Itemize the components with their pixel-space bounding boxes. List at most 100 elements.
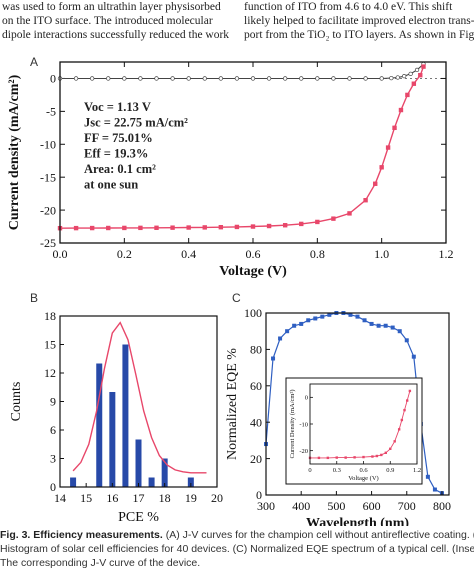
y-axis-title: Current Density (mA/cm²) <box>289 389 296 458</box>
inset-jv-point <box>371 455 374 458</box>
x-tick-label: 0.0 <box>53 247 68 261</box>
y-axis-title: Counts <box>9 382 24 422</box>
dark-jv-point <box>73 76 79 81</box>
inset-plot-frame <box>309 383 418 465</box>
inset-jv-point <box>393 440 396 443</box>
panel-label-b: B <box>30 291 38 305</box>
eqe-point <box>362 318 367 323</box>
text-line: likely helped to facilitate improved ele… <box>244 15 474 27</box>
light-jv-point <box>266 223 272 229</box>
annotation-text: Jsc = 22.75 mA/cm² <box>84 116 188 130</box>
inset-jv-point <box>326 456 330 460</box>
eqe-point <box>383 323 388 328</box>
inset-jv-point <box>384 451 387 454</box>
y-axis-title: Current density (mA/cm²) <box>7 74 22 230</box>
x-tick-label: 0.6 <box>246 247 261 261</box>
eqe-point <box>355 314 360 319</box>
y-tick-label: 60 <box>250 379 262 393</box>
eqe-point <box>348 312 353 317</box>
panel-c-eqe-plot: C 300 400 500 600 700 800 0 20 40 60 80 100 Wavelengt… <box>225 291 451 526</box>
eqe-point <box>306 318 311 323</box>
eqe-point <box>271 356 276 361</box>
dark-jv-point <box>395 75 400 80</box>
eqe-point <box>320 314 325 319</box>
eqe-point <box>278 336 283 341</box>
text-line: on the ITO surface. The introduced molec… <box>2 15 213 27</box>
histogram-bar <box>109 392 116 487</box>
x-tick-label: 17 <box>133 491 145 505</box>
inset-jv-point <box>405 399 409 402</box>
x-tick-label: 1.2 <box>413 467 421 474</box>
y-tick-label: -10 <box>299 421 308 428</box>
inset-jv-point <box>344 456 347 459</box>
y-tick-label: 0 <box>305 395 308 402</box>
inset-jv-point <box>400 418 404 422</box>
light-jv-point <box>234 224 240 230</box>
annotation-text: Voc = 1.13 V <box>84 100 151 114</box>
inset-box <box>285 377 423 485</box>
y-tick-label: 0 <box>256 488 262 502</box>
panel-a-jv-plot: A 0.0 0.2 0.4 0.6 0.8 1.0 1.2 0 -5 -10 -15 -20 -25 Voc… <box>7 55 454 279</box>
y-tick-label: -5 <box>46 105 56 119</box>
y-tick-label: 6 <box>50 423 56 437</box>
x-axis-title: Voltage (V) <box>219 264 287 279</box>
histogram-bar <box>187 477 194 487</box>
dark-jv-point <box>266 76 272 81</box>
plot-frame <box>59 61 447 244</box>
text-line: function of ITO from 4.6 to 4.0 eV. This… <box>244 1 453 13</box>
eqe-point <box>292 323 297 328</box>
body-text-left-column: was used to form an ultrathin layer phys… <box>2 0 230 42</box>
light-jv-point <box>202 225 207 230</box>
figure-caption: Fig. 3. Efficiency measurements. (A) J-V… <box>0 528 474 570</box>
y-tick-label: -20 <box>40 203 56 217</box>
light-jv-point <box>347 211 352 216</box>
y-tick-label: 100 <box>244 306 262 320</box>
y-tick-label: 40 <box>250 415 262 429</box>
y-axis-title: Normalized EQE % <box>225 348 240 460</box>
dark-jv-point <box>379 76 384 81</box>
inset-jv-point <box>353 456 356 459</box>
y-tick-label: -25 <box>40 236 56 250</box>
inset-jv-point <box>335 456 338 459</box>
x-tick-label: 0 <box>308 467 311 474</box>
inset-jv-point <box>389 447 392 450</box>
body-text-right-column: function of ITO from 4.6 to 4.0 eV. This… <box>244 0 474 42</box>
dark-jv-point <box>138 76 143 81</box>
eqe-point <box>425 474 430 479</box>
dark-jv-point <box>331 76 336 81</box>
annotation-text: Eff = 19.3% <box>84 147 148 161</box>
caption-line: (A) J-V curves for the champion cell wit… <box>162 529 474 541</box>
light-jv-point <box>122 225 127 231</box>
histogram-bar <box>161 458 168 487</box>
figure-3: A 0.0 0.2 0.4 0.6 0.8 1.0 1.2 0 -5 -10 -15 -20 -25 Voc… <box>7 55 454 526</box>
dark-jv-point <box>315 76 320 81</box>
dark-jv-point <box>408 71 413 76</box>
annotation-text: at one sun <box>84 178 138 192</box>
dark-jv-point <box>347 76 352 81</box>
light-jv-point <box>315 219 320 225</box>
x-tick-label: 600 <box>363 499 381 513</box>
annotation-text: Area: 0.1 cm² <box>84 162 156 176</box>
inset-jv-point <box>380 453 383 457</box>
light-jv-point <box>385 145 391 150</box>
light-jv-point <box>363 198 368 203</box>
x-tick-label: 0.9 <box>386 467 394 474</box>
y-tick-label: -20 <box>299 448 308 455</box>
dark-jv-point <box>202 76 207 81</box>
light-jv-point <box>411 81 417 86</box>
light-jv-point <box>392 125 397 131</box>
caption-lead: Fig. 3. Efficiency measurements. <box>0 529 163 541</box>
light-jv-point <box>418 72 423 78</box>
light-jv-point <box>421 64 426 69</box>
histogram-bar <box>70 477 77 487</box>
light-jv-point <box>373 181 378 186</box>
histogram-bar <box>122 344 129 487</box>
inset-jv-point <box>317 456 321 460</box>
eqe-point <box>327 312 332 317</box>
dark-jv-point <box>154 76 159 81</box>
x-tick-label: 14 <box>54 491 66 505</box>
light-jv-point <box>73 225 79 231</box>
x-tick-label: 0.8 <box>310 247 325 261</box>
light-jv-point <box>405 92 410 98</box>
